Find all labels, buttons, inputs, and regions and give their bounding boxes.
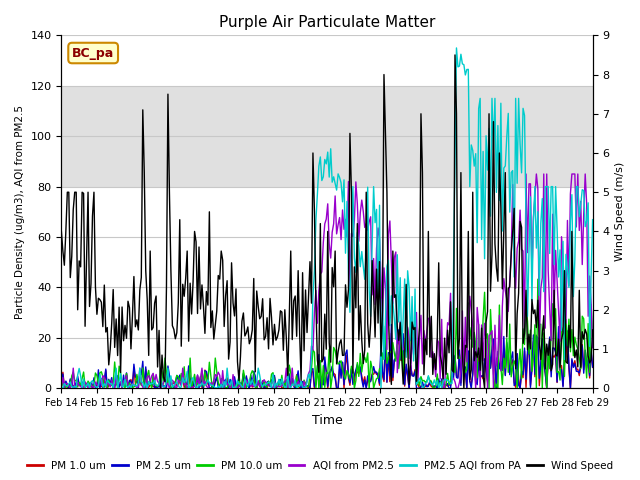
Title: Purple Air Particulate Matter: Purple Air Particulate Matter: [219, 15, 435, 30]
Bar: [61, 86, 593, 187]
X-axis label: Time: Time: [312, 414, 342, 427]
Text: BC_pa: BC_pa: [72, 47, 115, 60]
Y-axis label: Particle Density (ug/m3), AQI from PM2.5: Particle Density (ug/m3), AQI from PM2.5: [15, 105, 25, 319]
Y-axis label: Wind Speed (m/s): Wind Speed (m/s): [615, 162, 625, 262]
Legend: PM 1.0 um, PM 2.5 um, PM 10.0 um, AQI from PM2.5, PM2.5 AQI from PA, Wind Speed: PM 1.0 um, PM 2.5 um, PM 10.0 um, AQI fr…: [23, 456, 617, 475]
